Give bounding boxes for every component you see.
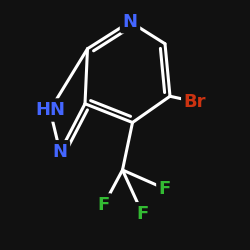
Text: F: F	[98, 196, 110, 214]
Text: F: F	[159, 180, 171, 198]
Text: HN: HN	[35, 101, 65, 119]
Text: N: N	[52, 143, 68, 161]
Text: F: F	[136, 205, 148, 223]
Text: N: N	[122, 13, 138, 31]
Text: Br: Br	[184, 93, 206, 111]
